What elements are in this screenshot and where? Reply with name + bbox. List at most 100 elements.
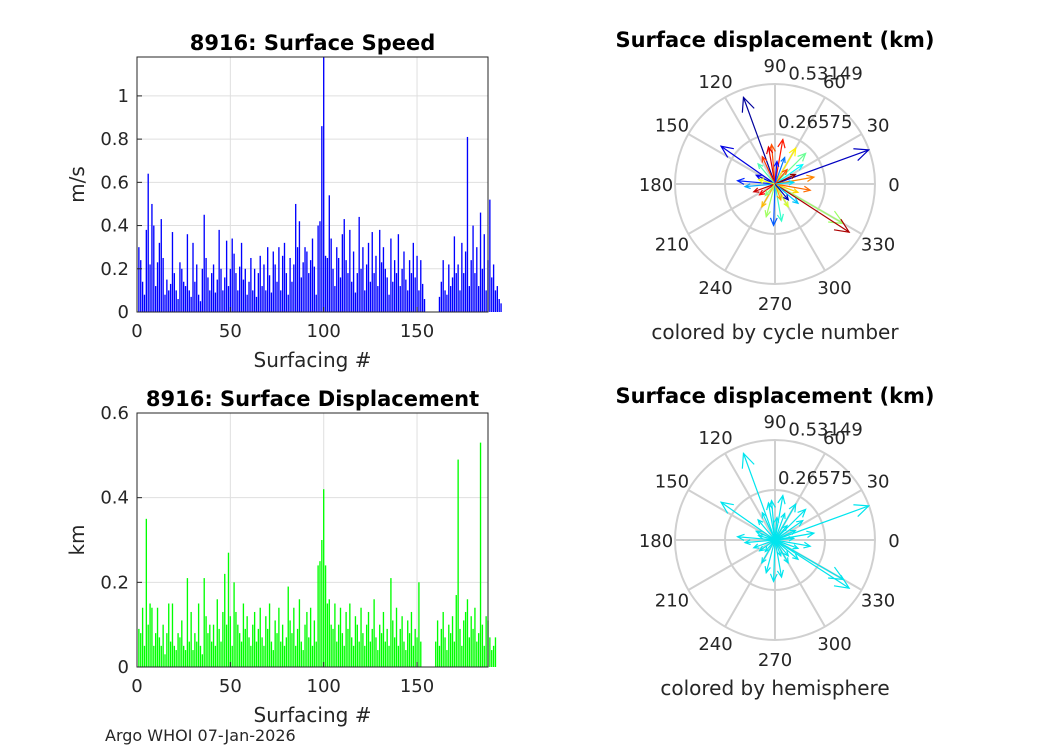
bar (375, 255, 377, 312)
bar (416, 255, 418, 312)
bar (440, 628, 442, 667)
x-tick-label: 150 (400, 321, 434, 342)
bar (399, 628, 401, 667)
y-axis-label: m/s (65, 166, 89, 203)
bar (160, 645, 162, 667)
displacement-vector (774, 539, 850, 589)
vector-arrowhead (752, 543, 760, 549)
bar (224, 277, 226, 312)
vector-arrowhead (792, 197, 800, 205)
plot-area (137, 413, 488, 667)
bar (397, 645, 400, 667)
bar (244, 628, 246, 667)
radial-tick-label: 0.26575 (778, 112, 852, 133)
vector-arrowhead (780, 512, 786, 520)
bar (319, 561, 321, 667)
bar (265, 290, 267, 312)
y-tick-label: 0.2 (100, 259, 129, 280)
bar (392, 281, 394, 312)
bar (302, 262, 304, 312)
bar (209, 290, 211, 312)
displacement-vector (774, 539, 799, 549)
bar (345, 260, 347, 312)
bar (336, 247, 338, 312)
radial-tick-label: 0.26575 (778, 468, 852, 489)
bar (203, 214, 205, 312)
angle-tick-label: 60 (823, 428, 846, 449)
bar (479, 442, 482, 667)
bar (289, 257, 291, 312)
bar (237, 624, 239, 667)
vector-arrowhead (797, 508, 807, 518)
radial-grid-ring (723, 132, 827, 236)
bar (468, 286, 471, 312)
angle-tick-label: 150 (655, 116, 689, 137)
displacement-vector (737, 180, 776, 185)
bar (345, 611, 347, 667)
vector-arrowhead (783, 550, 790, 557)
vector-arrowhead (764, 566, 771, 575)
bar (352, 645, 355, 667)
angle-tick-label: 0 (888, 175, 899, 196)
bar (309, 260, 312, 312)
bar (371, 628, 373, 667)
vector-arrowhead (788, 535, 796, 542)
bar (470, 616, 472, 667)
bar (147, 173, 149, 312)
bar (154, 286, 157, 312)
bar (315, 294, 317, 312)
bar (311, 238, 314, 312)
vector-arrowhead (757, 162, 764, 170)
bar (291, 281, 293, 312)
bar (211, 641, 213, 667)
bar (457, 459, 459, 667)
bar (214, 292, 217, 312)
bar (351, 281, 353, 312)
displacement-vector (774, 517, 778, 541)
bar (205, 257, 207, 312)
bar (300, 277, 302, 312)
bar (330, 238, 332, 312)
bar (151, 607, 153, 667)
x-axis-label: Surfacing # (254, 703, 372, 727)
bar (244, 268, 246, 312)
bar (276, 281, 278, 312)
vector-arrowhead (833, 218, 851, 233)
vector-arrowhead (788, 146, 797, 157)
bar (141, 281, 144, 312)
bar (459, 628, 461, 667)
bar (416, 637, 418, 667)
bar (281, 624, 284, 667)
bar (379, 229, 381, 312)
bar (339, 277, 342, 312)
bar (257, 628, 260, 667)
bar (461, 645, 463, 667)
bar (451, 277, 454, 312)
bar (194, 633, 196, 667)
vector-arrowhead (736, 177, 745, 185)
bar (183, 645, 185, 667)
bar (414, 628, 416, 667)
vector-arrowhead (792, 544, 800, 550)
bar (298, 221, 301, 312)
bar (356, 273, 358, 312)
bar (446, 650, 448, 667)
vector-arrowhead (796, 519, 804, 527)
bar (205, 616, 207, 667)
bar (199, 645, 202, 667)
bar (354, 616, 357, 667)
bar (233, 253, 235, 312)
bar (326, 257, 329, 312)
bar (489, 637, 491, 667)
bar (481, 624, 484, 667)
displacement-vector (774, 539, 783, 578)
bar (405, 650, 407, 667)
bar (278, 607, 280, 667)
bar (151, 203, 153, 312)
bar (440, 281, 442, 312)
bar (435, 641, 437, 667)
bar (321, 126, 323, 312)
bar (268, 275, 271, 312)
bar (285, 273, 288, 312)
